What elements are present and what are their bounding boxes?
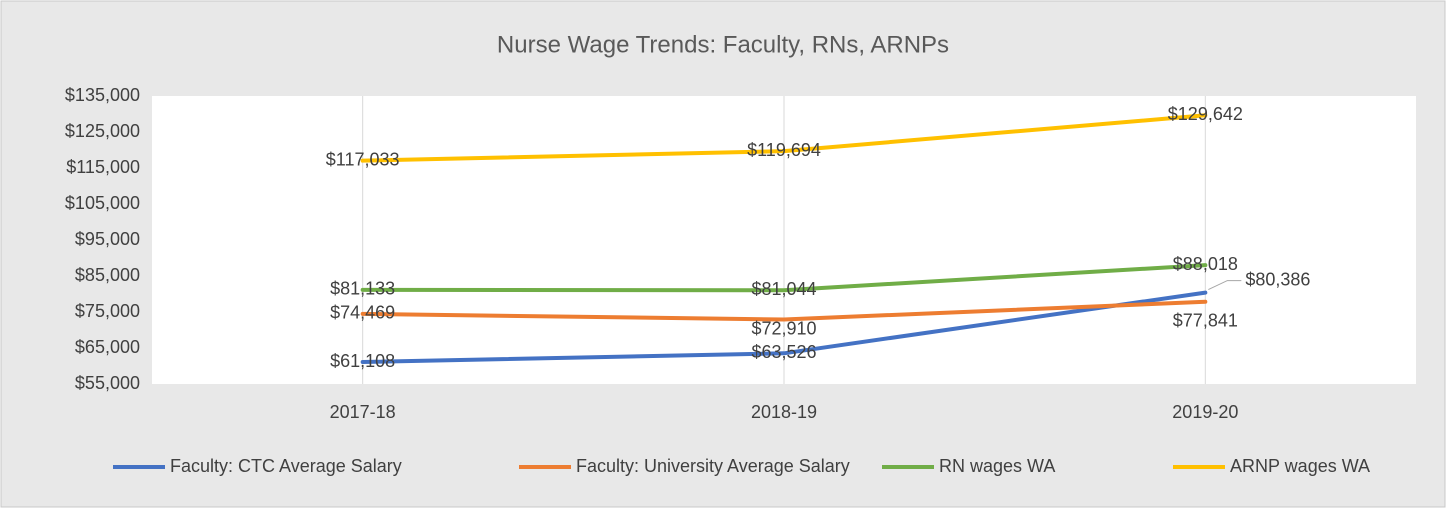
data-label: $88,018 (1173, 254, 1238, 274)
series-line (360, 263, 1208, 293)
data-label: $117,033 (326, 149, 400, 169)
y-tick-label: $105,000 (65, 193, 140, 213)
legend-label: ARNP wages WA (1230, 456, 1370, 476)
legend-label: Faculty: University Average Salary (576, 456, 850, 476)
data-label: $119,694 (747, 140, 821, 160)
series-line (360, 299, 1208, 322)
data-label: $61,108 (330, 351, 395, 371)
y-tick-label: $95,000 (75, 229, 140, 249)
leader-line (1208, 280, 1242, 291)
data-label: $81,133 (330, 279, 395, 299)
y-tick-label: $65,000 (75, 337, 140, 357)
data-label: $74,469 (330, 303, 395, 323)
y-tick-label: $115,000 (66, 157, 140, 177)
series-line (360, 113, 1208, 163)
y-tick-label: $55,000 (75, 373, 140, 393)
y-tick-label: $125,000 (65, 121, 140, 141)
y-tick-label: $85,000 (75, 265, 140, 285)
x-tick-label: 2018-19 (751, 402, 817, 422)
x-tick-label: 2017-18 (330, 402, 396, 422)
data-label: $80,386 (1245, 269, 1310, 289)
legend-label: RN wages WA (939, 456, 1055, 476)
y-tick-label: $75,000 (75, 301, 140, 321)
series-line (360, 290, 1208, 365)
x-tick-label: 2019-20 (1172, 402, 1238, 422)
data-label: $77,841 (1173, 311, 1238, 331)
y-tick-label: $135,000 (65, 85, 140, 105)
data-label: $63,526 (751, 342, 816, 362)
data-label: $81,044 (751, 279, 816, 299)
data-label: $72,910 (751, 318, 816, 338)
data-label: $129,642 (1168, 104, 1243, 124)
chart-title: Nurse Wage Trends: Faculty, RNs, ARNPs (497, 31, 949, 58)
legend-label: Faculty: CTC Average Salary (170, 456, 402, 476)
